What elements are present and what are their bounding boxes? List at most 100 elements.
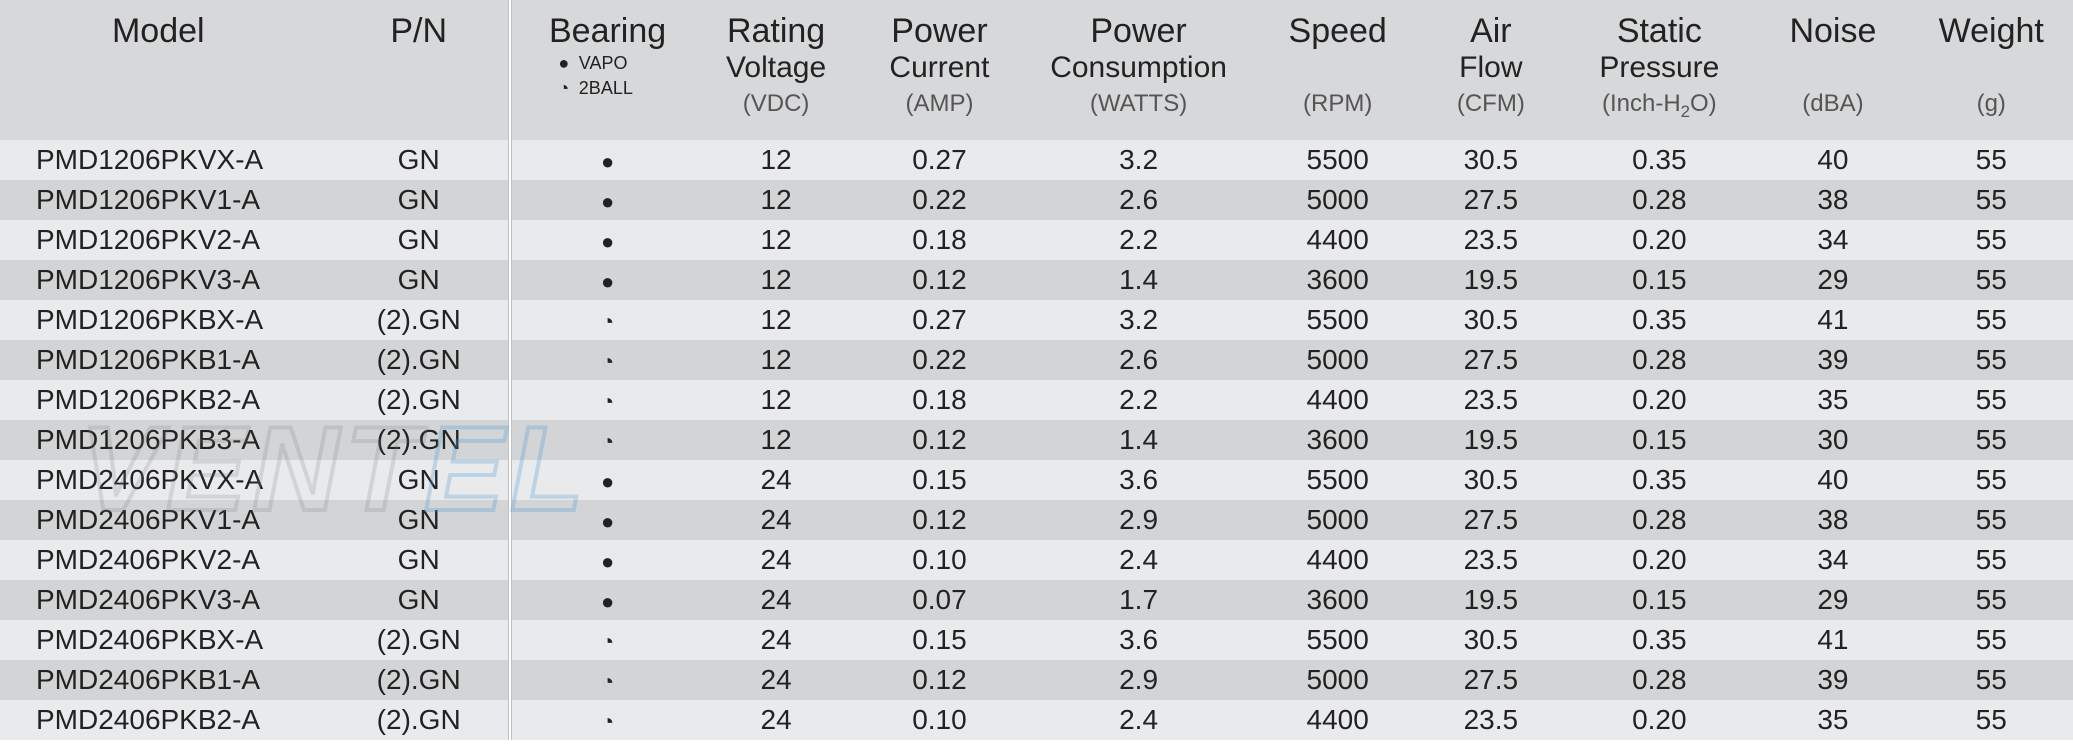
cell-6: 4400 [1256,220,1419,260]
cell-6: 3600 [1256,260,1419,300]
cell-9: 40 [1756,460,1909,500]
cell-8: 0.28 [1562,500,1756,540]
header-label-2: Current [862,51,1017,86]
header-unit: (Inch-H2O) [1566,90,1752,122]
bearing-legend-item: ●VAPO [525,51,691,76]
table-row: PMD2406PKV3-AGN●240.071.7360019.50.15295… [0,580,2073,620]
cell-5: 3.6 [1021,620,1256,660]
header-label-2: Voltage [698,51,853,86]
cell-0: PMD2406PKB1-A [0,660,317,700]
cell-5: 2.6 [1021,180,1256,220]
header-7: AirFlow (CFM) [1419,0,1562,140]
table-row: PMD2406PKV2-AGN●240.102.4440023.50.20345… [0,540,2073,580]
cell-9: 38 [1756,180,1909,220]
cell-6: 5000 [1256,500,1419,540]
header-label-2: Flow [1423,51,1558,86]
cell-3: 12 [694,260,857,300]
bearing-legend-text: 2BALL [579,78,633,98]
header-0: Model [0,0,317,140]
cell-6: 5000 [1256,180,1419,220]
table-row: PMD2406PKVX-AGN●240.153.6550030.50.35405… [0,460,2073,500]
cell-0: PMD1206PKV3-A [0,260,317,300]
cell-5: 2.2 [1021,380,1256,420]
cell-10: 55 [1910,580,2073,620]
header-label-1: Rating [698,12,853,51]
vapo-icon: ● [601,189,614,214]
header-6: Speed (RPM) [1256,0,1419,140]
header-unit: (VDC) [698,90,853,118]
cell-9: 39 [1756,660,1909,700]
2ball-icon: ◔ [601,669,614,694]
cell-1: GN [317,220,521,260]
cell-5: 2.2 [1021,220,1256,260]
cell-7: 19.5 [1419,420,1562,460]
cell-9: 35 [1756,700,1909,740]
cell-3: 12 [694,220,857,260]
cell-9: 38 [1756,500,1909,540]
cell-3: 24 [694,700,857,740]
cell-8: 0.35 [1562,620,1756,660]
cell-7: 19.5 [1419,260,1562,300]
cell-3: 24 [694,540,857,580]
vapo-icon: ● [601,469,614,494]
cell-7: 27.5 [1419,660,1562,700]
cell-10: 55 [1910,420,2073,460]
table-row: PMD2406PKB1-A(2).GN◔240.122.9500027.50.2… [0,660,2073,700]
cell-10: 55 [1910,340,2073,380]
cell-9: 39 [1756,340,1909,380]
cell-9: 30 [1756,420,1909,460]
cell-4: 0.15 [858,620,1021,660]
cell-6: 5000 [1256,660,1419,700]
header-unit: (CFM) [1423,90,1558,118]
header-label: Weight [1914,12,2069,51]
cell-3: 12 [694,180,857,220]
cell-7: 23.5 [1419,540,1562,580]
cell-1: (2).GN [317,340,521,380]
cell-2: ◔ [521,300,695,340]
cell-4: 0.12 [858,500,1021,540]
cell-4: 0.10 [858,540,1021,580]
cell-3: 12 [694,380,857,420]
cell-7: 30.5 [1419,620,1562,660]
cell-1: GN [317,260,521,300]
header-label-2: Pressure [1566,51,1752,86]
header-unit: (dBA) [1760,90,1905,118]
header-label-1: Air [1423,12,1558,51]
bearing-legend-symbol: ◔ [553,76,575,101]
cell-4: 0.22 [858,180,1021,220]
cell-6: 3600 [1256,580,1419,620]
cell-7: 27.5 [1419,500,1562,540]
cell-3: 12 [694,140,857,180]
header-2: Bearing●VAPO◔2BALL [521,0,695,140]
table-row: PMD1206PKV2-AGN●120.182.2440023.50.20345… [0,220,2073,260]
vapo-icon: ● [601,589,614,614]
header-9: Noise (dBA) [1756,0,1909,140]
header-unit: (WATTS) [1025,90,1252,118]
cell-10: 55 [1910,140,2073,180]
cell-6: 4400 [1256,380,1419,420]
header-unit: (RPM) [1260,90,1415,118]
cell-4: 0.12 [858,420,1021,460]
cell-4: 0.12 [858,660,1021,700]
header-label-1: Power [862,12,1017,51]
vapo-icon: ● [601,269,614,294]
table-row: PMD1206PKV3-AGN●120.121.4360019.50.15295… [0,260,2073,300]
cell-4: 0.27 [858,300,1021,340]
cell-4: 0.07 [858,580,1021,620]
cell-3: 24 [694,580,857,620]
table-row: PMD1206PKV1-AGN●120.222.6500027.50.28385… [0,180,2073,220]
cell-7: 30.5 [1419,140,1562,180]
bearing-legend-symbol: ● [553,51,575,76]
cell-0: PMD2406PKV2-A [0,540,317,580]
header-row: ModelP/NBearing●VAPO◔2BALLRatingVoltage(… [0,0,2073,140]
cell-6: 5500 [1256,300,1419,340]
cell-2: ◔ [521,700,695,740]
cell-2: ● [521,140,695,180]
2ball-icon: ◔ [601,429,614,454]
cell-0: PMD1206PKB2-A [0,380,317,420]
cell-1: GN [317,140,521,180]
cell-1: GN [317,540,521,580]
cell-1: GN [317,500,521,540]
cell-6: 5000 [1256,340,1419,380]
cell-7: 23.5 [1419,220,1562,260]
